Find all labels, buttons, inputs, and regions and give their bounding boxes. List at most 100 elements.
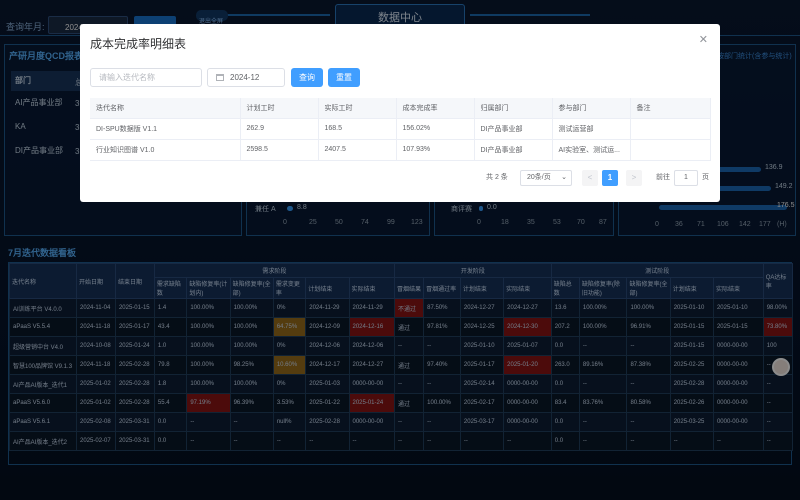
table-row: AI训练平台 V4.0.0 2024-11-04 2025-01-15 1.4 100.… (8, 298, 794, 318)
table-cell: 100.00% (423, 393, 461, 413)
table-cell: 0.0 (550, 336, 580, 356)
table-cell: -- (423, 431, 461, 451)
table-cell: DI-SPU数据版 V1.1 (90, 118, 241, 140)
column-header: 实际工时 (318, 98, 397, 119)
table-cell: 通过 (393, 355, 425, 375)
table-cell: 2024-11-18 (76, 317, 116, 337)
c3-bar (479, 206, 483, 211)
axis-tick: 87 (599, 219, 607, 226)
table-cell: 100.00% (229, 317, 274, 337)
table-cell: -- (272, 431, 307, 451)
axis-tick: (H) (777, 221, 787, 228)
table-cell: 2025-02-25 (669, 355, 714, 375)
table-cell: 1.0 (153, 336, 188, 356)
table-cell: -- (626, 431, 671, 451)
close-icon[interactable]: ✕ (698, 34, 708, 46)
column-header: 计划工时 (240, 98, 319, 119)
right-bar (659, 205, 787, 210)
col-req-defect: 需求缺陷数 (153, 277, 188, 299)
year-month-value: 2024 (65, 23, 83, 32)
table-cell: 3.53% (272, 393, 307, 413)
right-bar-value: 136.9 (765, 164, 783, 171)
table-cell: 80.58% (626, 393, 671, 413)
axis-tick: 70 (577, 219, 585, 226)
table-cell: 79.8 (153, 355, 188, 375)
month-picker[interactable]: 2024-12 (207, 68, 285, 87)
table-cell: 2024-11-04 (76, 298, 116, 318)
table-cell: 89.16% (578, 355, 628, 375)
table-cell: 100 (762, 336, 794, 356)
table-cell: -- (669, 431, 714, 451)
col-test-defect: 缺陷总数 (550, 277, 580, 299)
next-page-button[interactable]: > (626, 170, 642, 186)
c3-chart-panel: 商评赛 0.0 0 18 35 53 70 87 (434, 196, 614, 236)
qcd-row-dept: KA (15, 122, 26, 131)
table-cell: 98.00% (762, 298, 794, 318)
axis-tick: 71 (697, 221, 705, 228)
table-cell: 2024-12-30 (503, 317, 552, 337)
table-cell: 2025-02-28 (114, 393, 155, 413)
table-cell: 2025-01-15 (669, 317, 714, 337)
table-cell: 87.50% (423, 298, 461, 318)
right-bar-value: 176.5 (777, 202, 795, 209)
table-cell: AI训练平台 V4.0.0 (8, 298, 78, 318)
table-cell: 2025-01-02 (76, 374, 116, 394)
table-cell: -- (762, 393, 794, 413)
table-cell: 2025-01-10 (669, 298, 714, 318)
table-cell: 2025-01-24 (114, 336, 155, 356)
table-cell: 0.0 (550, 431, 580, 451)
table-cell: 168.5 (318, 118, 397, 140)
table-cell: 2598.5 (240, 139, 319, 161)
pagination-total: 共 2 条 (486, 174, 508, 181)
fullscreen-chip[interactable]: 退出全屏 (196, 10, 228, 25)
axis-tick: 35 (527, 219, 535, 226)
right-bar-value: 149.2 (775, 183, 793, 190)
page-size-select[interactable]: 20条/页 ⌄ (520, 170, 572, 186)
table-cell: -- (229, 431, 274, 451)
axis-tick: 18 (501, 219, 509, 226)
table-cell: aPaaS V5.6.0 (8, 393, 78, 413)
fullscreen-chip-label: 退出全屏 (199, 19, 224, 25)
col-test-plan-end: 计划结束 (669, 277, 714, 299)
column-header: 成本完成率 (396, 98, 475, 119)
table-cell: 2024-12-25 (459, 317, 505, 337)
group-development: 开发阶段 (393, 263, 552, 278)
right-chart-hint: 按部门统计(含参与统计) (717, 53, 792, 60)
axis-tick: 50 (335, 219, 343, 226)
table-cell: 2024-12-27 (459, 298, 505, 318)
reset-button[interactable]: 重置 (328, 68, 360, 87)
iteration-table-body: AI训练平台 V4.0.0 2024-11-04 2025-01-15 1.4 100.… (8, 298, 794, 451)
table-cell (630, 118, 711, 140)
cost-detail-table: 迭代名称 计划工时 实际工时 成本完成率 归属部门 参与部门 备注 DI-SPU数据版 V1… (90, 98, 711, 161)
axis-tick: 177 (759, 221, 771, 228)
table-row: aPaaS V5.5.4 2024-11-18 2025-01-17 43.4 100.… (8, 317, 794, 337)
axis-tick: 53 (553, 219, 561, 226)
mid-bar (287, 206, 293, 211)
page-size-value: 20条/页 (527, 174, 551, 181)
column-header: 参与部门 (552, 98, 631, 119)
query-button[interactable]: 查询 (291, 68, 323, 87)
col-end-date: 结束日期 (114, 263, 155, 299)
axis-tick: 25 (309, 219, 317, 226)
column-header: 迭代名称 (90, 98, 241, 119)
axis-tick: 0 (655, 221, 659, 228)
table-cell: 2025-01-10 (712, 298, 764, 318)
col-req-actual-end: 实际结束 (348, 277, 395, 299)
assistant-avatar[interactable] (772, 358, 790, 376)
table-cell: 2024-12-27 (503, 298, 552, 318)
goto-page-input[interactable]: 1 (674, 170, 698, 186)
iteration-search-input[interactable]: 请输入迭代名称 (90, 68, 202, 87)
c3-bar-value: 0.0 (487, 204, 497, 211)
table-cell: 0.0 (153, 431, 188, 451)
table-cell: 2024-12-17 (305, 355, 350, 375)
page-number-current[interactable]: 1 (602, 170, 618, 186)
prev-page-button[interactable]: < (582, 170, 598, 186)
qcd-panel-title: 产研月度QCD报表 (9, 51, 83, 61)
table-cell: 2025-01-03 (305, 374, 350, 394)
chevron-down-icon: ⌄ (561, 174, 567, 181)
table-cell: 2025-03-17 (459, 412, 505, 432)
iteration-table: 迭代名称 开始日期 结束日期 需求阶段 开发阶段 测试阶段 QA达标率 需求缺陷… (8, 263, 794, 451)
table-cell: 263.0 (550, 355, 580, 375)
table-cell: 107.93% (396, 139, 475, 161)
table-cell: 55.4 (153, 393, 188, 413)
